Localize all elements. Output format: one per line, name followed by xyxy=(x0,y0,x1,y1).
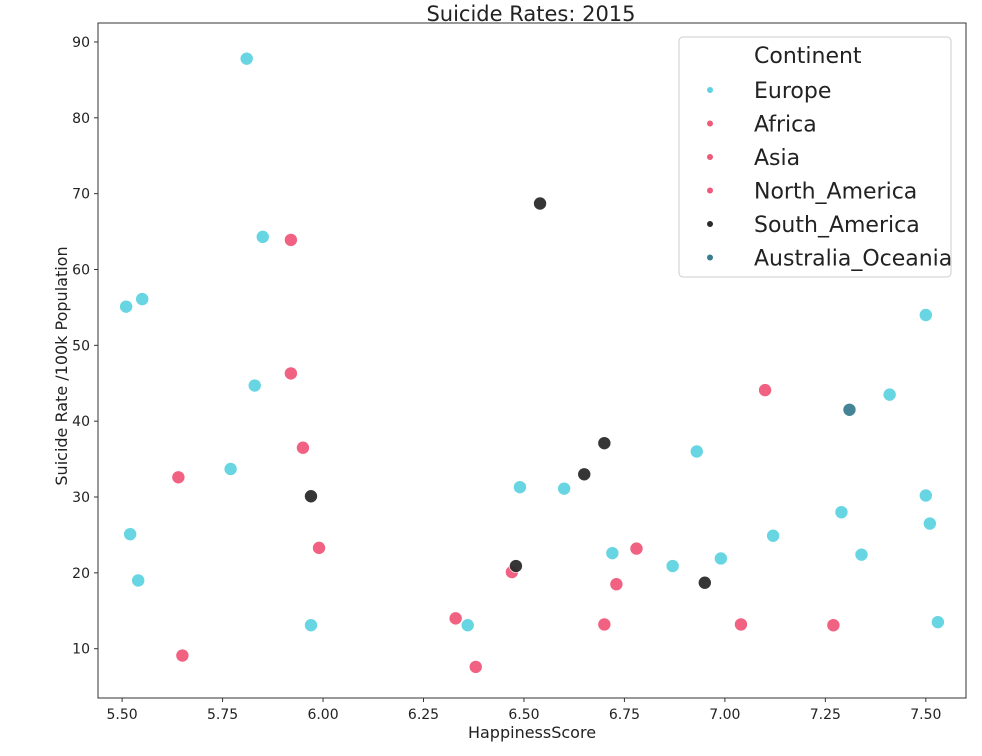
legend-label-europe: Europe xyxy=(754,79,831,104)
point-europe xyxy=(131,573,145,588)
y-tick-label: 30 xyxy=(72,490,90,506)
x-axis-ticks: 5.50 5.75 6.00 6.25 6.50 6.75 7.00 7.25 7.50 xyxy=(107,698,941,723)
y-tick-label: 90 xyxy=(72,35,90,51)
y-axis-ticks: 10 20 30 40 50 60 70 80 90 xyxy=(72,35,98,658)
legend-label-australia-oceania: Australia_Oceania xyxy=(754,247,952,272)
point-africa xyxy=(175,648,190,663)
y-axis-label: Suicide Rate /100k Population xyxy=(52,246,71,485)
legend-label-south-america: South_America xyxy=(754,213,920,238)
legend-marker-australia-oceania xyxy=(707,254,713,261)
x-tick-label: 7.25 xyxy=(810,707,841,723)
point-asia xyxy=(284,366,298,381)
legend-marker-europe xyxy=(707,87,713,93)
point-europe xyxy=(513,480,527,494)
legend-title: Continent xyxy=(754,44,862,69)
x-tick-label: 6.00 xyxy=(307,707,338,723)
point-europe xyxy=(119,299,133,314)
point-europe xyxy=(255,230,270,244)
legend-frame xyxy=(678,36,952,278)
x-tick-label: 6.25 xyxy=(408,707,439,723)
point-europe xyxy=(123,527,137,541)
point-south-america xyxy=(509,559,523,573)
legend-marker-north-america xyxy=(707,187,713,194)
point-asia xyxy=(171,470,186,485)
point-asia xyxy=(758,383,772,397)
legend-label-north-america: North_America xyxy=(754,180,917,205)
point-europe xyxy=(247,378,262,393)
point-europe xyxy=(919,488,933,503)
legend-label-asia: Asia xyxy=(754,146,800,171)
x-tick-label: 7.00 xyxy=(709,707,740,723)
point-south-america xyxy=(597,436,612,450)
legend-items: Europe Africa Asia North_America South_Ameri… xyxy=(707,79,952,272)
x-axis-label: HappinessScore xyxy=(468,723,596,742)
point-asia xyxy=(312,541,326,555)
point-asia xyxy=(296,440,310,455)
point-asia xyxy=(826,618,841,632)
point-europe xyxy=(882,387,897,402)
point-europe xyxy=(766,528,780,543)
point-asia xyxy=(734,617,748,632)
y-tick-label: 50 xyxy=(72,338,90,354)
y-tick-label: 10 xyxy=(72,642,90,658)
point-south-america xyxy=(697,575,712,590)
point-europe xyxy=(931,615,945,629)
point-europe xyxy=(689,444,704,459)
y-tick-label: 40 xyxy=(72,414,90,430)
x-tick-label: 5.75 xyxy=(207,707,238,723)
y-tick-label: 70 xyxy=(72,187,90,203)
x-tick-label: 6.50 xyxy=(508,707,539,723)
point-europe xyxy=(923,516,937,531)
point-asia xyxy=(284,233,298,247)
point-europe xyxy=(223,462,238,476)
point-australia-oceania xyxy=(842,402,857,417)
legend-marker-africa xyxy=(707,120,713,127)
point-asia xyxy=(468,660,483,674)
point-asia xyxy=(448,611,463,626)
point-europe xyxy=(854,547,869,562)
y-tick-label: 60 xyxy=(72,262,90,278)
point-europe xyxy=(460,618,475,632)
data-points xyxy=(119,51,945,674)
point-europe xyxy=(239,51,254,66)
x-tick-label: 7.50 xyxy=(910,707,941,723)
point-europe xyxy=(714,551,728,566)
point-europe xyxy=(605,546,620,560)
point-asia xyxy=(629,541,644,556)
y-tick-label: 20 xyxy=(72,566,90,582)
point-south-america xyxy=(304,489,318,504)
legend-marker-asia xyxy=(707,154,713,160)
y-tick-label: 80 xyxy=(72,111,90,127)
point-europe xyxy=(304,618,318,632)
legend: Continent Europe Africa Asia North_America S… xyxy=(678,36,952,278)
point-asia xyxy=(597,617,612,632)
point-europe xyxy=(919,308,933,322)
legend-label-africa: Africa xyxy=(754,113,817,138)
point-south-america xyxy=(577,467,592,482)
point-europe xyxy=(557,481,571,496)
chart-title: Suicide Rates: 2015 xyxy=(426,2,635,26)
x-tick-label: 6.75 xyxy=(609,707,640,723)
point-asia xyxy=(609,577,624,592)
point-europe xyxy=(834,505,849,519)
point-europe xyxy=(665,559,680,573)
legend-marker-south-america xyxy=(707,221,713,227)
point-south-america xyxy=(533,196,547,211)
x-tick-label: 5.50 xyxy=(107,707,138,723)
point-europe xyxy=(135,292,150,306)
